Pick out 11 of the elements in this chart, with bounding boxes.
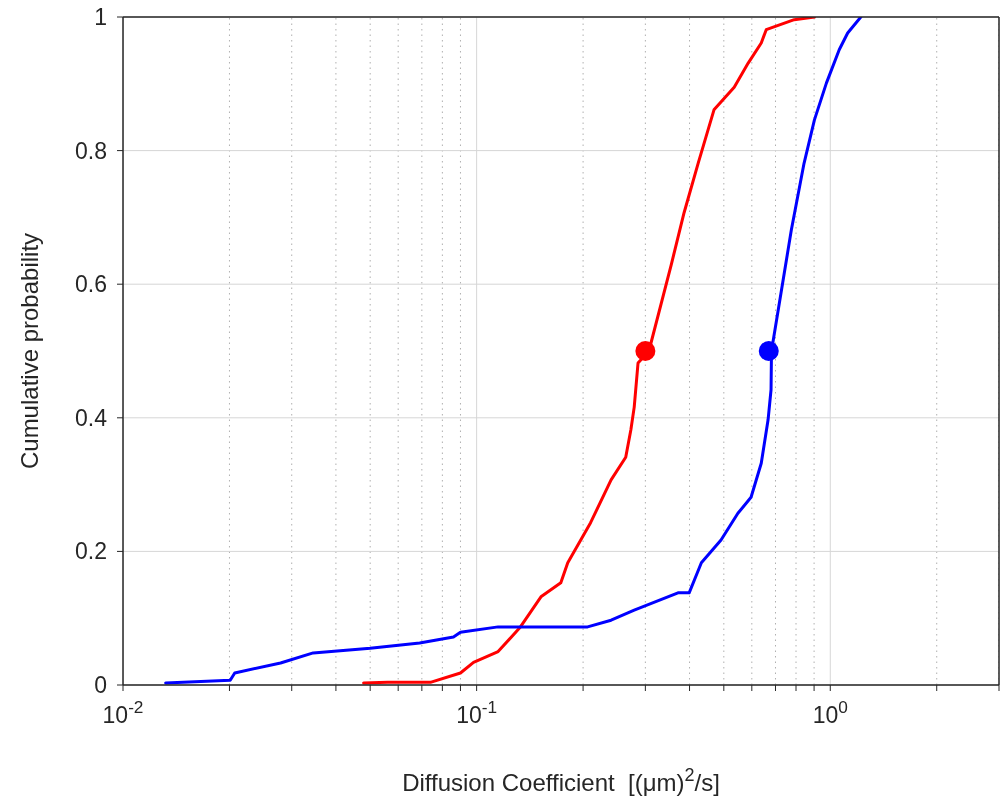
y-axis-title: Cumulative probability xyxy=(16,232,43,470)
y-tick-label: 0.4 xyxy=(75,404,108,431)
x-tick-label: 10$^{-2}$ xyxy=(102,697,144,728)
y-tick-label: 0.6 xyxy=(75,271,107,298)
x-axis-title: Diffusion Coefficient [(μm)$^{2}$/s] xyxy=(402,765,720,796)
x-tick-label: 10$^{-1}$ xyxy=(456,697,498,728)
y-tick-label: 1 xyxy=(94,4,107,30)
y-tick-label: 0 xyxy=(94,672,107,698)
y-tick-label: 0.2 xyxy=(75,538,107,565)
x-tick-label: 10$^{0}$ xyxy=(812,697,848,728)
y-tick-label: 0.8 xyxy=(75,137,107,164)
